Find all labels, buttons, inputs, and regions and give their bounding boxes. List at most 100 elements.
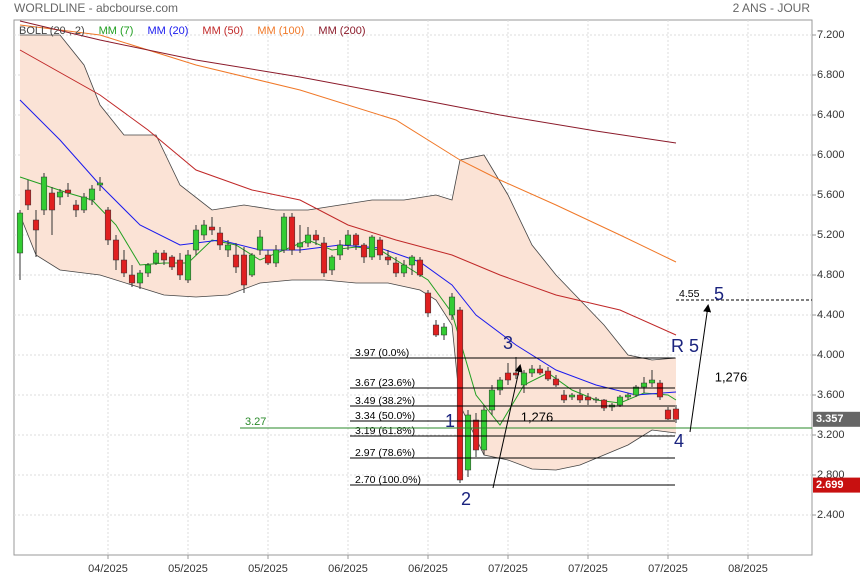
wave-label: 1	[445, 411, 455, 431]
bollinger-lower	[19, 214, 677, 471]
y-tick-label: 6.800	[817, 69, 845, 81]
candle-body	[216, 232, 224, 246]
candle-body	[448, 296, 456, 316]
price-tag-label: 2.699	[816, 479, 844, 491]
y-tick-label: 7.200	[817, 29, 845, 41]
legend-entry: MM (20)	[147, 25, 188, 37]
y-tick-label: 5.600	[817, 189, 845, 201]
candle-body	[512, 372, 520, 376]
candle-body	[56, 191, 64, 198]
candle-body	[392, 262, 400, 274]
moving-average	[19, 20, 677, 144]
candle-body	[48, 192, 56, 211]
wave-label: 3	[503, 333, 513, 353]
y-tick-label: 4.400	[817, 309, 845, 321]
candle-body	[408, 256, 416, 266]
fib-label: 3.67 (23.6%)	[355, 377, 415, 389]
candle-body	[168, 256, 176, 268]
fib-label: 3.19 (61.8%)	[355, 425, 415, 437]
candle-body	[16, 212, 24, 254]
candle-body	[208, 226, 216, 231]
candle-body	[80, 196, 88, 211]
x-tick-label: 07/2025	[648, 563, 688, 575]
moving-average	[19, 99, 677, 396]
y-tick-label: 2.400	[817, 509, 845, 521]
candle-body	[88, 188, 96, 201]
bollinger-upper	[20, 34, 677, 361]
candle-body	[472, 419, 480, 451]
candle-body	[648, 379, 656, 384]
candle-body	[152, 252, 160, 264]
candle-body	[480, 409, 488, 451]
fib-label: 3.97 (0.0%)	[355, 347, 409, 359]
candle-body	[128, 274, 136, 284]
fib-label: 3.34 (50.0%)	[355, 410, 415, 422]
candle-body	[656, 382, 664, 398]
x-tick-label: 04/2025	[88, 563, 128, 575]
candle-body	[592, 398, 600, 401]
candle-body	[624, 394, 632, 398]
wave-arrow	[689, 304, 712, 433]
candle-body	[488, 389, 496, 411]
candle-body	[312, 234, 320, 241]
candle-body	[104, 209, 112, 241]
wave-label: R 5	[671, 336, 699, 356]
y-tick-label: 5.200	[817, 229, 845, 241]
wave-label: 5	[714, 284, 724, 304]
y-tick-label: 3.200	[817, 429, 845, 441]
legend-entry: MM (7)	[99, 25, 134, 37]
support-label: 3.27	[245, 416, 266, 428]
candle-body	[256, 236, 264, 251]
legend-entry: BOLL (20 , 2)	[19, 25, 85, 37]
chart-subtitle: 2 ANS - JOUR	[733, 1, 811, 15]
candle-body	[224, 244, 232, 251]
candle-body	[248, 254, 256, 276]
x-tick-label: 05/2025	[168, 563, 208, 575]
candle-body	[384, 256, 392, 261]
candle-body	[360, 244, 368, 258]
candle-body	[368, 236, 376, 258]
candle-body	[264, 254, 272, 264]
candle-body	[72, 204, 80, 211]
price-tag	[813, 411, 860, 427]
candle-body	[440, 326, 448, 336]
candle-body	[544, 370, 552, 380]
candle-body	[672, 408, 680, 420]
candle-body	[568, 394, 576, 398]
candle-body	[600, 399, 608, 409]
candle-body	[288, 216, 296, 251]
candle-body	[176, 259, 184, 276]
legend-entry: MM (200)	[318, 25, 365, 37]
y-tick-label: 4.000	[817, 349, 845, 361]
ratio-label: 1,276	[715, 369, 748, 384]
x-tick-label: 07/2025	[568, 563, 608, 575]
x-tick-label: 07/2025	[488, 563, 528, 575]
chart-title: WORLDLINE - abcbourse.com	[14, 1, 178, 15]
candle-body	[336, 244, 344, 256]
moving-average	[19, 49, 677, 336]
candle-body	[464, 414, 472, 471]
candle-body	[344, 234, 352, 246]
price-tag-label: 3.357	[816, 413, 844, 425]
candle-body	[296, 242, 304, 248]
candle-body	[400, 264, 408, 274]
fib-label: 2.70 (100.0%)	[355, 474, 421, 486]
candle-body	[664, 409, 672, 420]
candle-body	[504, 372, 512, 381]
legend-entry: MM (50)	[202, 25, 243, 37]
candle-body	[536, 368, 544, 374]
wave-label: 2	[461, 489, 471, 509]
candle-body	[112, 239, 120, 261]
candle-body	[432, 324, 440, 336]
x-tick-label: 05/2025	[248, 563, 288, 575]
candle-body	[528, 368, 536, 374]
x-tick-label: 06/2025	[408, 563, 448, 575]
candle-body	[584, 396, 592, 401]
y-tick-label: 3.600	[817, 389, 845, 401]
candle-body	[304, 234, 312, 244]
candle-body	[136, 272, 144, 284]
candle-body	[416, 259, 424, 276]
candle-body	[560, 394, 568, 401]
bollinger-area	[20, 35, 676, 470]
